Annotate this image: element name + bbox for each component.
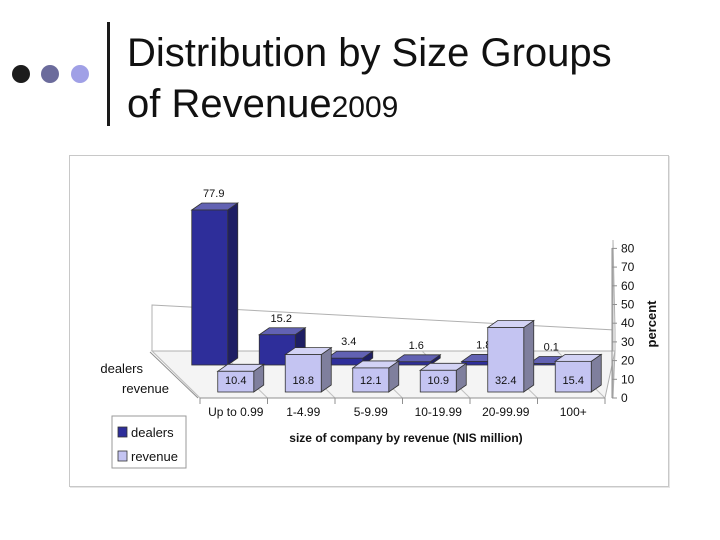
depth-label-dealers: dealers	[100, 361, 143, 376]
bar-dealers-0	[191, 209, 229, 366]
y-tick-label: 70	[621, 260, 635, 274]
x-tick-label: 10-19.99	[415, 405, 463, 419]
bullet-dot-3	[71, 65, 89, 83]
bar-revenue-5	[554, 360, 592, 393]
legend-label-revenue: revenue	[131, 449, 178, 464]
y-axis-title: percent	[644, 300, 659, 348]
bar-revenue-4	[487, 327, 525, 393]
y-tick-label: 50	[621, 298, 635, 312]
y-tick-label: 0	[621, 391, 628, 405]
bar-revenue-0	[217, 370, 255, 393]
y-tick-label: 20	[621, 354, 635, 368]
bar-revenue-2	[352, 367, 390, 393]
legend-swatch-revenue	[117, 450, 128, 462]
slide-title-line1: Distribution by Size Groups	[127, 31, 612, 75]
bullet-dot-2	[41, 65, 59, 83]
bar-side	[320, 346, 332, 393]
chart-frame	[69, 155, 669, 487]
bar-revenue-3	[419, 369, 457, 393]
x-axis-title: size of company by revenue (NIS million)	[289, 431, 522, 445]
x-tick-label: 5-9.99	[354, 405, 388, 419]
title-divider	[107, 22, 110, 126]
data-label-dealers-0: 77.9	[203, 188, 224, 200]
x-tick-label: 20-99.99	[482, 405, 530, 419]
y-tick-label: 80	[621, 241, 635, 255]
bullet-dot-1	[12, 65, 30, 83]
data-label-dealers-5: 0.1	[544, 342, 559, 354]
slide-title-line2: of Revenue2009	[127, 82, 398, 130]
x-tick-label: 100+	[560, 405, 587, 419]
chart-side-wall	[612, 239, 616, 399]
x-tick-label: 1-4.99	[286, 405, 320, 419]
floor-divider	[151, 350, 201, 399]
x-tick-label: Up to 0.99	[208, 405, 264, 419]
y-tick-label: 30	[621, 335, 635, 349]
y-tick-label: 10	[621, 372, 635, 386]
data-label-revenue-3: 10.9	[428, 375, 449, 387]
slide-title-year: 2009	[331, 91, 399, 124]
data-label-dealers-1: 15.2	[271, 313, 292, 325]
data-label-revenue-4: 32.4	[495, 375, 516, 387]
y-tick-label: 40	[621, 316, 635, 330]
bar-side	[523, 319, 535, 393]
bar-revenue-1	[284, 354, 322, 393]
legend-swatch-dealers	[117, 426, 128, 438]
y-tick-label: 60	[621, 279, 635, 293]
bar-dealers-3	[393, 361, 431, 366]
data-label-revenue-5: 15.4	[563, 375, 584, 387]
depth-label-revenue: revenue	[122, 381, 169, 396]
bar-dealers-2	[326, 357, 364, 366]
data-label-revenue-2: 12.1	[360, 375, 381, 387]
data-label-dealers-3: 1.6	[409, 340, 424, 352]
data-label-revenue-0: 10.4	[225, 375, 246, 387]
depth-axis-line	[149, 351, 199, 399]
data-label-dealers-2: 3.4	[341, 336, 356, 348]
data-label-revenue-1: 18.8	[293, 375, 314, 387]
legend-label-dealers: dealers	[131, 425, 174, 440]
slide-title-text: of Revenue	[127, 82, 332, 126]
bar-side	[227, 202, 239, 366]
